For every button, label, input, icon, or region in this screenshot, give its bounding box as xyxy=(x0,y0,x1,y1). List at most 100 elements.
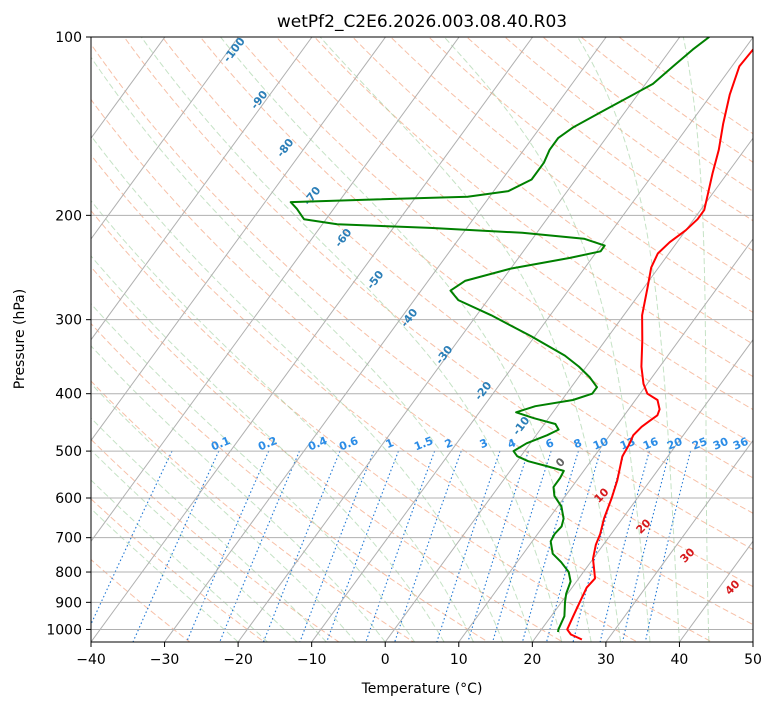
mixing-ratio-line xyxy=(521,450,579,642)
moist-adiabat xyxy=(91,255,445,642)
mixing-ratio-label: 8 xyxy=(572,436,584,451)
dry-adiabat xyxy=(504,37,753,222)
x-tick-label: 50 xyxy=(744,652,762,668)
mixing-ratio-label: 16 xyxy=(641,435,660,453)
mixing-ratio-line xyxy=(644,450,692,642)
isotherm-line xyxy=(458,238,753,642)
isotherm-line xyxy=(91,37,313,341)
dry-adiabat-label: -40 xyxy=(398,306,421,330)
mixing-ratio-line xyxy=(132,450,220,642)
dry-adiabat-label: -20 xyxy=(472,379,495,403)
moist-adiabat xyxy=(91,345,386,642)
dry-adiabat xyxy=(199,37,753,479)
dry-adiabat xyxy=(313,37,753,378)
dry-adiabat-label: -70 xyxy=(301,184,324,208)
dry-adiabat xyxy=(275,37,753,411)
dry-adiabat xyxy=(91,98,753,626)
mixing-ratio-label: 13 xyxy=(618,435,637,453)
mixing-ratio-line xyxy=(186,450,270,642)
x-tick-label: 10 xyxy=(450,652,468,668)
mixing-ratio-label: 20 xyxy=(665,435,684,453)
y-tick-label: 400 xyxy=(55,387,82,403)
mixing-ratio-line xyxy=(326,450,399,642)
moist-adiabat xyxy=(140,37,563,642)
isotherm-line xyxy=(91,37,460,543)
x-axis: −40 −30 −20 −10 0 10 20 30 40 50 xyxy=(76,642,762,668)
moist-adiabat xyxy=(91,199,474,642)
x-tick-label: −10 xyxy=(297,652,327,668)
x-axis-label: Temperature (°C) xyxy=(361,681,483,697)
moist-adiabat xyxy=(91,449,298,642)
mixing-ratio-line xyxy=(492,450,552,642)
dry-adiabat xyxy=(466,37,753,252)
x-tick-label: 30 xyxy=(597,652,615,668)
dry-adiabat-label: -100 xyxy=(221,35,248,65)
x-tick-label: 40 xyxy=(671,652,689,668)
isotherm-line xyxy=(384,137,753,642)
dry-adiabat xyxy=(91,558,191,642)
dry-adiabat xyxy=(91,210,639,642)
moist-adiabat xyxy=(91,479,268,642)
moist-adiabat-label: 40 xyxy=(723,577,743,597)
dry-adiabat-label: -30 xyxy=(433,343,456,367)
dry-adiabat xyxy=(91,322,490,642)
mixing-ratio-line xyxy=(219,450,300,642)
dry-adiabat xyxy=(91,43,753,588)
isotherm-line xyxy=(91,37,386,442)
dry-adiabat xyxy=(91,154,713,642)
dry-adiabat xyxy=(91,380,415,642)
moist-adiabat xyxy=(443,37,651,642)
moist-adiabat xyxy=(91,382,357,642)
moist-adiabat-label: 20 xyxy=(634,516,654,536)
isotherm-line xyxy=(605,439,753,642)
mixing-ratio-label: 2 xyxy=(443,436,455,451)
moist-adiabat xyxy=(91,507,239,642)
x-tick-label: 0 xyxy=(381,652,390,668)
y-axis: 100 200 300 400 500 600 700 800 900 1000 xyxy=(46,30,91,638)
dry-adiabat xyxy=(161,37,753,514)
mixing-ratio-line xyxy=(91,450,173,626)
mixing-ratio-line xyxy=(546,450,602,642)
y-tick-label: 100 xyxy=(55,30,82,46)
dewpoint-profile-line xyxy=(289,37,710,633)
mixing-ratio-label: 36 xyxy=(731,435,750,453)
y-tick-label: 800 xyxy=(55,565,82,581)
y-tick-label: 500 xyxy=(55,444,82,460)
x-tick-label: −20 xyxy=(223,652,253,668)
dry-adiabat xyxy=(542,37,753,192)
mixing-ratio-line xyxy=(299,450,375,642)
moist-adiabat xyxy=(319,37,622,642)
dry-adiabat xyxy=(91,498,266,642)
mixing-ratio-label: 0.1 xyxy=(209,434,232,453)
y-tick-label: 300 xyxy=(55,313,82,329)
dry-adiabat-label: -90 xyxy=(248,88,271,112)
dry-adiabat xyxy=(427,37,753,282)
plot-frame xyxy=(90,36,754,643)
dry-adiabat xyxy=(91,438,340,642)
isotherm-line xyxy=(311,37,753,642)
moist-adiabat xyxy=(91,417,327,642)
mixing-ratio-label: 0.6 xyxy=(337,434,360,453)
moist-adiabat-label: 30 xyxy=(678,545,698,565)
mixing-ratio-label: 25 xyxy=(690,435,709,453)
y-tick-label: 200 xyxy=(55,208,82,224)
isotherm-line xyxy=(752,641,753,642)
moist-adiabat xyxy=(91,56,533,642)
mixing-ratio-label: 1.5 xyxy=(412,434,435,453)
mixing-ratio-label: 6 xyxy=(544,436,556,451)
isotherm-line xyxy=(531,338,753,642)
dry-adiabat xyxy=(237,37,753,444)
x-tick-label: −40 xyxy=(76,652,106,668)
moist-adiabat-label: 10 xyxy=(592,485,612,505)
grid xyxy=(91,37,753,642)
moist-adiabat xyxy=(91,134,504,642)
mixing-ratio-line xyxy=(599,450,650,642)
dry-adiabat-label: -60 xyxy=(332,226,355,250)
mixing-ratio-line xyxy=(365,450,436,642)
moist-adiabat xyxy=(91,302,416,642)
mixing-ratio-label: 10 xyxy=(591,435,610,453)
mixing-ratio-label: 1 xyxy=(384,436,396,451)
mixing-ratio-line xyxy=(621,450,671,642)
y-tick-label: 600 xyxy=(55,491,82,507)
